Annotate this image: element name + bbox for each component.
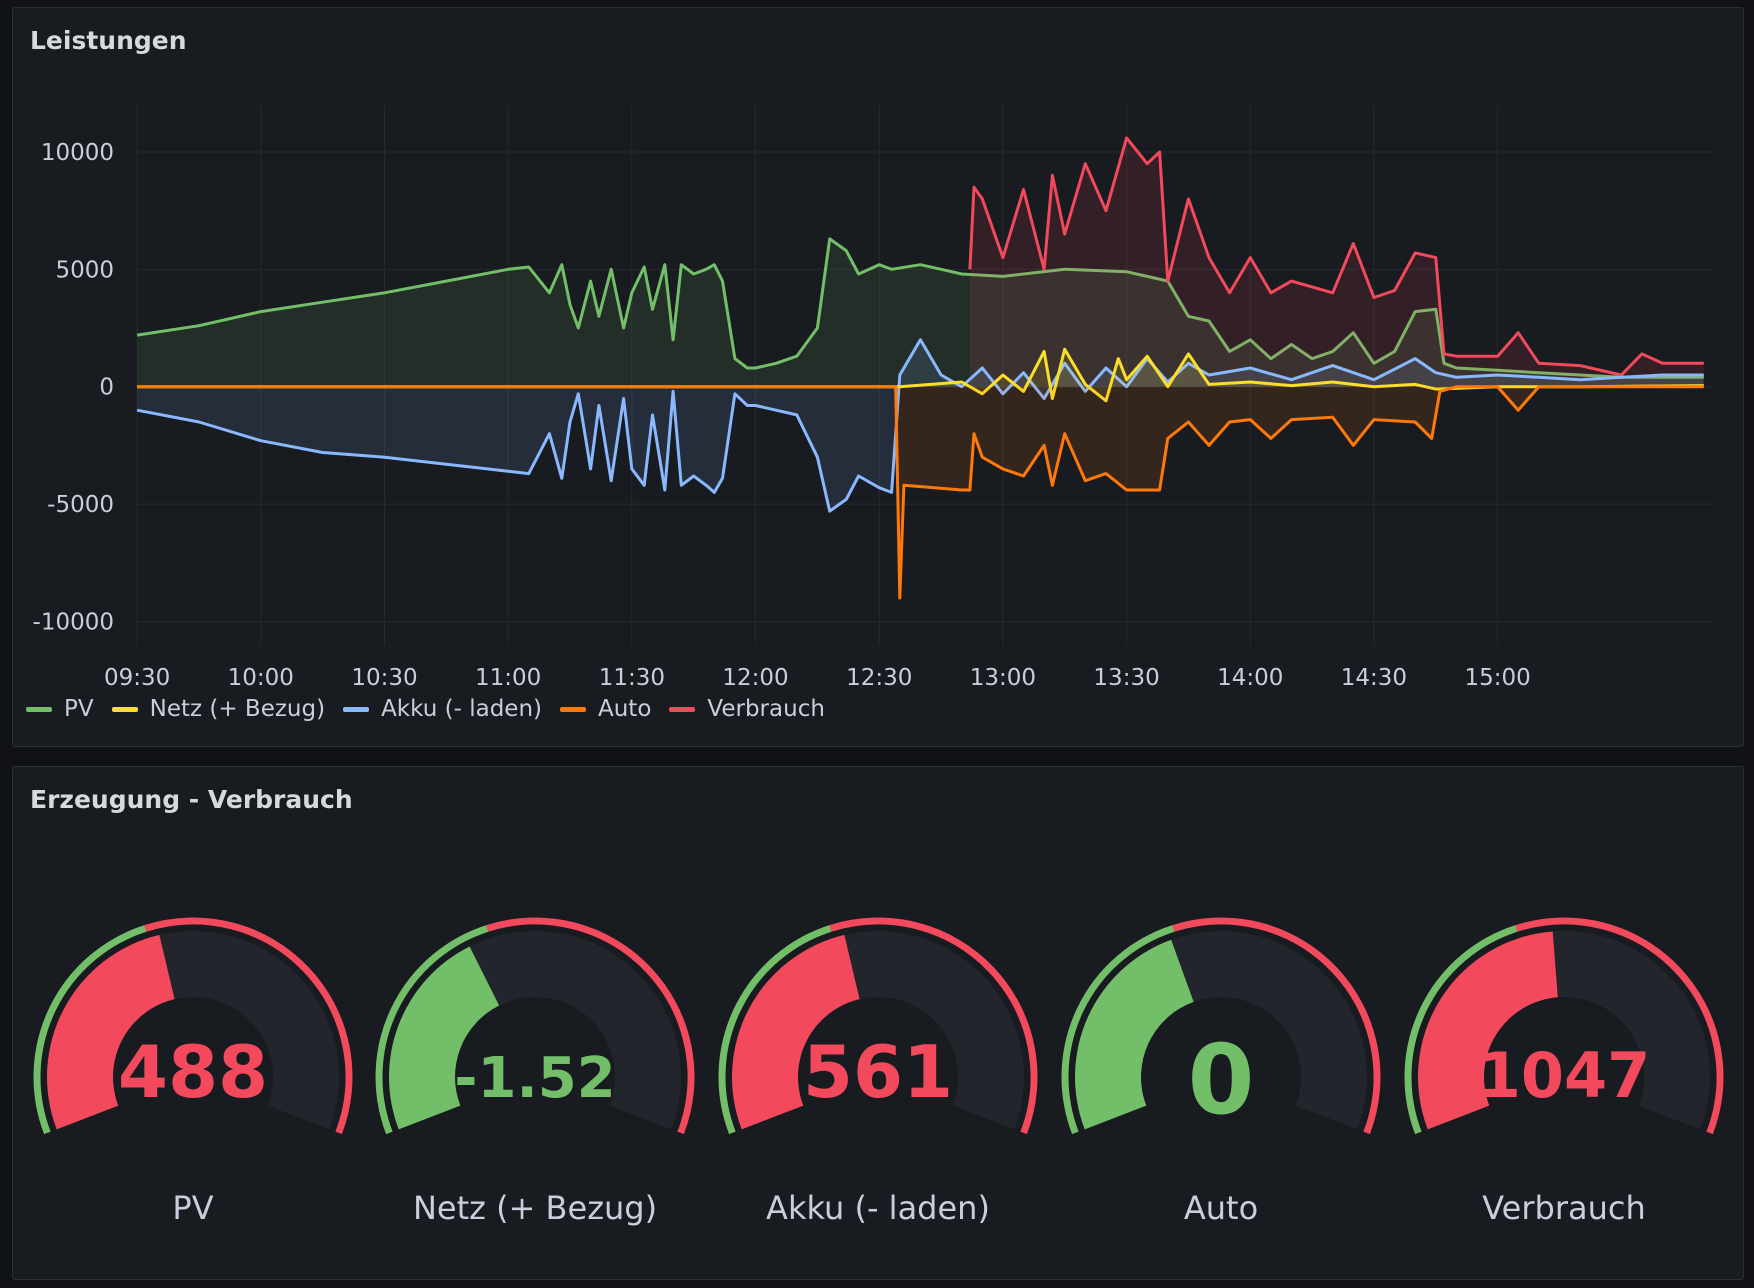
panel-title-leistungen[interactable]: Leistungen: [30, 26, 187, 55]
legend-item-verbrauch[interactable]: Verbrauch: [669, 696, 825, 722]
power-chart-panel: Leistungen: [12, 7, 1744, 747]
legend-label: Netz (+ Bezug): [149, 696, 326, 722]
legend-label: Akku (- laden): [381, 696, 542, 722]
legend-item-akku-laden-[interactable]: Akku (- laden): [343, 696, 542, 722]
legend-item-pv[interactable]: PV: [26, 696, 94, 722]
legend-label: PV: [64, 696, 94, 722]
gauge-label: Auto: [1183, 1189, 1259, 1227]
gauge-label: PV: [172, 1189, 214, 1227]
gauge-label: Netz (+ Bezug): [412, 1189, 658, 1227]
legend-item-auto[interactable]: Auto: [560, 696, 651, 722]
panel-title-erzeugung[interactable]: Erzeugung - Verbrauch: [30, 785, 353, 814]
legend-label: Verbrauch: [707, 696, 825, 722]
legend-swatch: [560, 706, 586, 712]
legend-swatch: [26, 706, 52, 712]
chart-legend: PV Netz (+ Bezug) Akku (- laden) Auto Verbra…: [26, 694, 825, 724]
legend-swatch: [343, 706, 370, 712]
gauge-label: Akku (- laden): [766, 1189, 990, 1227]
legend-label: Auto: [598, 696, 652, 722]
legend-swatch: [669, 706, 696, 712]
gauge-label: Verbrauch: [1482, 1189, 1646, 1227]
legend-item-netz-bezug-[interactable]: Netz (+ Bezug): [111, 696, 326, 722]
legend-swatch: [111, 706, 138, 712]
